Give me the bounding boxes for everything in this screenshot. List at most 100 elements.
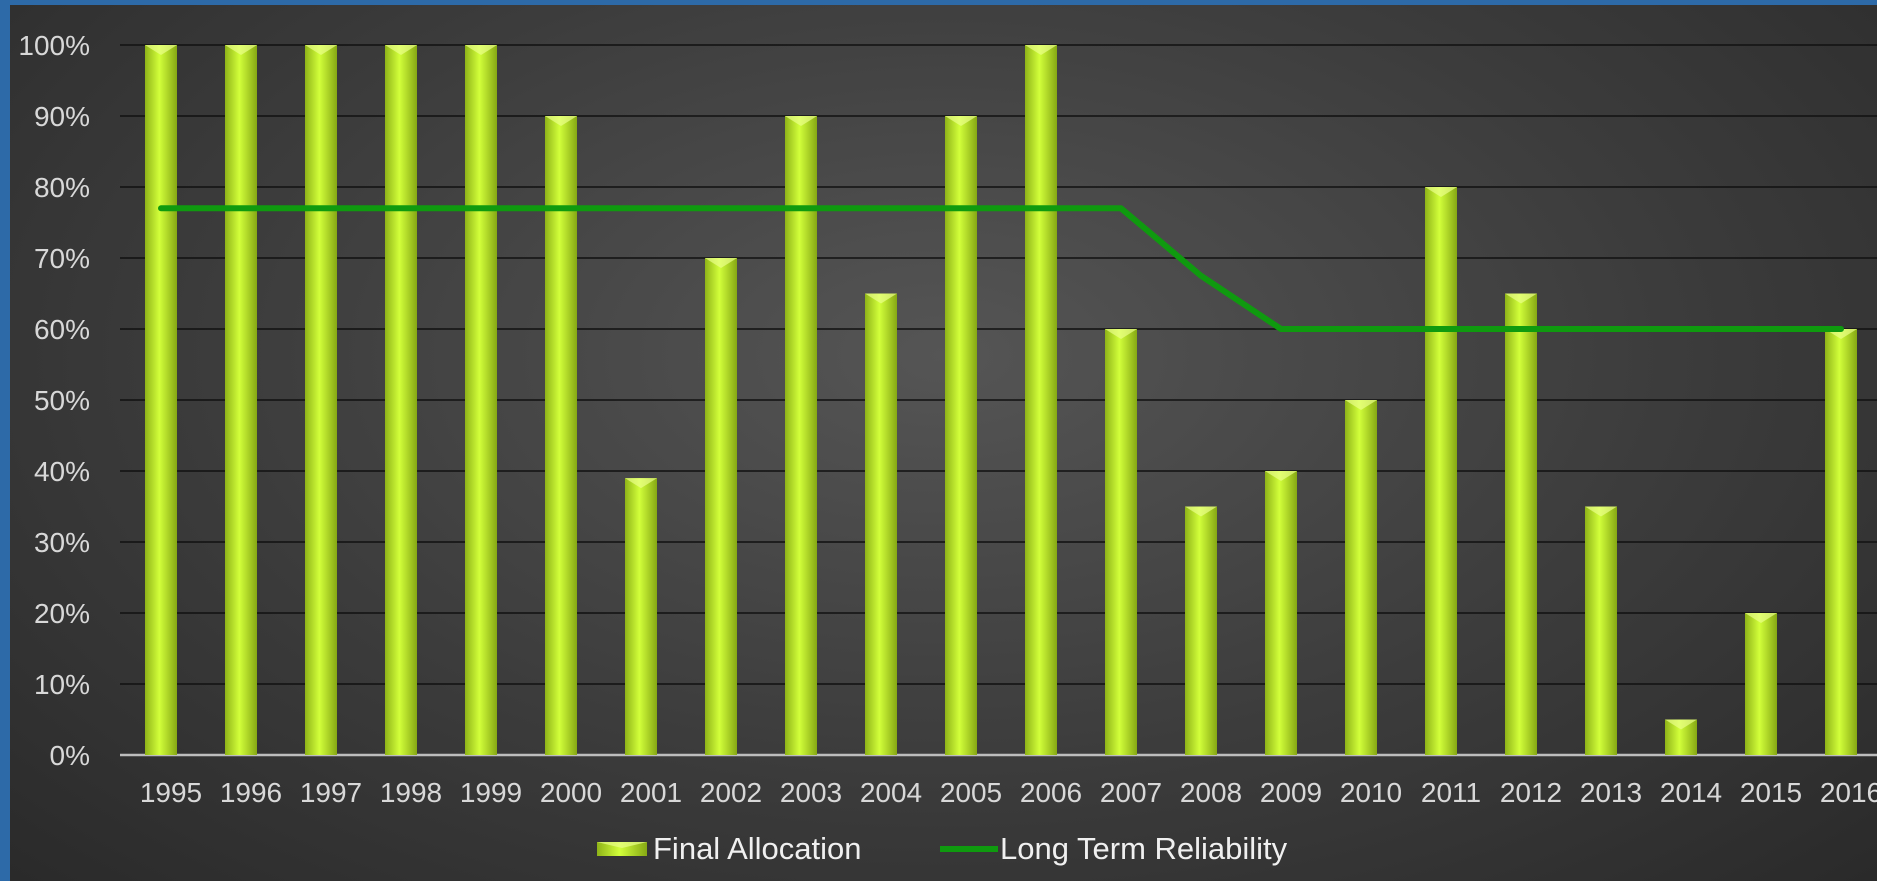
bar <box>945 116 977 755</box>
line-series-long-term-reliability <box>158 205 1844 332</box>
x-tick-label: 2004 <box>860 777 922 808</box>
x-tick-label: 2014 <box>1660 777 1722 808</box>
bar-series-final-allocation <box>145 45 1857 755</box>
combo-chart: 0% 10% 20% 30% 40% 50% 60% 70% 80% 90% 100% 1995 19… <box>18 30 1877 866</box>
bar <box>705 258 737 755</box>
x-tick-label: 1996 <box>220 777 282 808</box>
x-tick-label: 1999 <box>460 777 522 808</box>
legend-label: Final Allocation <box>653 831 862 866</box>
y-tick-label: 0% <box>50 740 90 771</box>
bar-cap <box>1185 506 1217 517</box>
bar-body <box>785 116 817 755</box>
bar-cap <box>1105 329 1137 339</box>
legend: Final Allocation Long Term Reliability <box>597 831 1288 866</box>
bar-cap <box>1265 471 1297 481</box>
y-tick-label: 30% <box>34 527 90 558</box>
bar-cap <box>865 293 897 304</box>
legend-swatch-cap <box>597 842 647 848</box>
bar-cap <box>1745 613 1777 623</box>
bar-body <box>1265 471 1297 755</box>
y-tick-label: 50% <box>34 385 90 416</box>
bar-cap <box>625 478 657 489</box>
y-tick-label: 20% <box>34 598 90 629</box>
bar-body <box>225 45 257 755</box>
legend-label: Long Term Reliability <box>1000 831 1288 866</box>
y-tick-label: 40% <box>34 456 90 487</box>
chart-frame: 0% 10% 20% 30% 40% 50% 60% 70% 80% 90% 100% 1995 19… <box>10 5 1877 881</box>
bar-cap <box>1425 187 1457 197</box>
bar-body <box>545 116 577 755</box>
bar-body <box>1745 613 1777 755</box>
bar <box>1265 471 1297 755</box>
x-tick-label: 2008 <box>1180 777 1242 808</box>
x-tick-label: 2013 <box>1580 777 1642 808</box>
bar <box>465 45 497 755</box>
bar-body <box>465 45 497 755</box>
bar-cap <box>785 116 817 126</box>
x-tick-label: 2003 <box>780 777 842 808</box>
bar-body <box>1105 329 1137 755</box>
x-tick-label: 2002 <box>700 777 762 808</box>
bar-body <box>1185 506 1217 755</box>
y-axis-ticks: 0% 10% 20% 30% 40% 50% 60% 70% 80% 90% 100% <box>18 30 90 771</box>
bar <box>305 45 337 755</box>
y-tick-label: 80% <box>34 172 90 203</box>
bar-cap <box>1665 719 1697 730</box>
x-tick-label: 2000 <box>540 777 602 808</box>
bar <box>145 45 177 755</box>
bar <box>1425 187 1457 755</box>
bar-cap <box>705 258 737 268</box>
y-tick-label: 100% <box>18 30 90 61</box>
y-tick-label: 60% <box>34 314 90 345</box>
bar-cap <box>385 45 417 55</box>
x-tick-label: 2015 <box>1740 777 1802 808</box>
legend-item-long-term-reliability: Long Term Reliability <box>940 831 1288 866</box>
bar-cap <box>1505 293 1537 304</box>
bar <box>1185 506 1217 755</box>
bar-body <box>1825 329 1857 755</box>
bar-body <box>385 45 417 755</box>
bar <box>1025 45 1057 755</box>
bar-body <box>1025 45 1057 755</box>
bar-cap <box>1585 506 1617 517</box>
bar-body <box>945 116 977 755</box>
x-tick-label: 2009 <box>1260 777 1322 808</box>
legend-item-final-allocation: Final Allocation <box>597 831 862 866</box>
bar <box>865 293 897 755</box>
bar-body <box>145 45 177 755</box>
x-tick-label: 2012 <box>1500 777 1562 808</box>
x-tick-label: 2006 <box>1020 777 1082 808</box>
reliability-line <box>158 205 1844 332</box>
bar <box>1825 329 1857 755</box>
x-tick-label: 1998 <box>380 777 442 808</box>
y-tick-label: 10% <box>34 669 90 700</box>
x-tick-label: 2007 <box>1100 777 1162 808</box>
bar-cap <box>145 45 177 55</box>
y-tick-label: 70% <box>34 243 90 274</box>
bar <box>1665 719 1697 755</box>
x-tick-label: 2005 <box>940 777 1002 808</box>
bar-body <box>625 478 657 755</box>
bar-body <box>1585 506 1617 755</box>
bar <box>625 478 657 755</box>
bar <box>785 116 817 755</box>
bar-cap <box>545 116 577 126</box>
bar <box>1345 400 1377 755</box>
bar-cap <box>945 116 977 126</box>
bar-body <box>1425 187 1457 755</box>
bar-body <box>1505 293 1537 755</box>
bar-body <box>865 293 897 755</box>
bar-body <box>1345 400 1377 755</box>
bar-cap <box>465 45 497 55</box>
x-tick-label: 1995 <box>140 777 202 808</box>
x-tick-label: 2010 <box>1340 777 1402 808</box>
bar <box>545 116 577 755</box>
x-axis-ticks: 1995 1996 1997 1998 1999 2000 2001 2002 2003 2004… <box>140 777 1877 808</box>
x-tick-label: 2016 <box>1820 777 1877 808</box>
x-tick-label: 2001 <box>620 777 682 808</box>
bar-cap <box>225 45 257 55</box>
bar <box>385 45 417 755</box>
y-tick-label: 90% <box>34 101 90 132</box>
bar-body <box>305 45 337 755</box>
bar-cap <box>1025 45 1057 55</box>
